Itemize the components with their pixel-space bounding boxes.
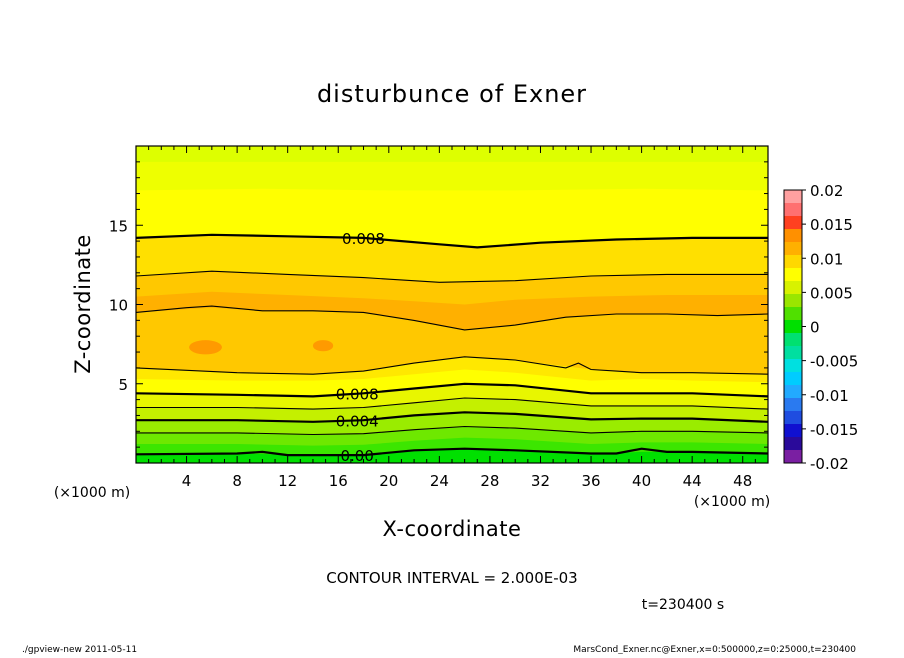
x-tick-label: 20 xyxy=(379,472,398,490)
contour-line-2 xyxy=(136,425,768,436)
contour-line-8 xyxy=(136,270,768,283)
x-tick-label: 28 xyxy=(480,472,499,490)
time-label: t=230400 s xyxy=(642,597,724,613)
x-tick-label: 32 xyxy=(531,472,550,490)
x-axis-title: X-coordinate xyxy=(383,517,522,541)
footer-left: ./gpview-new 2011-05-11 xyxy=(22,645,137,654)
colorbar-swatch xyxy=(784,359,802,372)
contour-interval-note: CONTOUR INTERVAL = 2.000E-03 xyxy=(326,569,577,587)
colorbar-swatch xyxy=(784,216,802,229)
colorbar-swatch xyxy=(784,190,802,203)
x-tick-label: 40 xyxy=(632,472,651,490)
y-axis-title: Z-coordinate xyxy=(71,234,95,374)
colorbar-label: 0.005 xyxy=(810,284,853,302)
contour-label-group: 0.008 xyxy=(342,230,385,248)
x-unit-label-left: (×1000 m) xyxy=(54,485,130,501)
contour-line-3 xyxy=(136,411,768,423)
y-tick-label: 10 xyxy=(109,297,128,315)
colorbar-label: 0 xyxy=(810,319,820,337)
colorbar-swatch xyxy=(784,385,802,398)
colorbar-swatch xyxy=(784,346,802,359)
y-tick-label: 15 xyxy=(109,217,128,235)
y-axis: 5 10 15 xyxy=(109,161,768,448)
contour-line-4 xyxy=(136,397,768,410)
colorbar-swatch xyxy=(784,424,802,437)
x-tick-label: 16 xyxy=(329,472,348,490)
y-tick-label: 5 xyxy=(118,376,128,394)
field-blob-2 xyxy=(312,340,334,352)
contour-label-group: 0.004 xyxy=(336,412,379,430)
plot-area: 0.00 0.004 0.008 0.008 xyxy=(135,145,769,465)
contour-line-9 xyxy=(136,233,768,249)
colorbar-swatch xyxy=(784,450,802,463)
x-tick-label: 4 xyxy=(182,472,192,490)
x-tick-label: 44 xyxy=(683,472,702,490)
field-blob-1 xyxy=(189,340,222,355)
colorbar-swatch xyxy=(784,411,802,424)
field-band-0 xyxy=(136,448,768,463)
x-tick-label: 36 xyxy=(581,472,600,490)
contour-line-1 xyxy=(136,447,768,457)
contour-line-6 xyxy=(136,356,768,375)
colorbar-swatch xyxy=(784,437,802,450)
x-tick-label: 8 xyxy=(232,472,242,490)
colorbar-label: 0.01 xyxy=(810,250,843,268)
colorbar-label: -0.02 xyxy=(810,455,849,473)
colorbar-swatch xyxy=(784,294,802,307)
x-axis: 4 8 12 16 20 24 28 32 36 40 44 48 xyxy=(148,146,756,490)
contour-label: 0.008 xyxy=(342,230,385,248)
colorbar-label: -0.015 xyxy=(810,421,858,439)
colorbar-swatch xyxy=(784,307,802,320)
chart-title: disturbunce of Exner xyxy=(317,80,587,108)
contour-label-group: 0.008 xyxy=(336,386,379,404)
colorbar-swatch xyxy=(784,281,802,294)
colorbar-label: 0.015 xyxy=(810,216,853,234)
footer-right: MarsCond_Exner.nc@Exner,x=0:500000,z=0:2… xyxy=(573,645,856,654)
contour-label-group: 0.00 xyxy=(340,447,373,465)
contour-label: 0.008 xyxy=(336,386,379,404)
colorbar-swatch xyxy=(784,255,802,268)
colorbar-swatch xyxy=(784,398,802,411)
contour-label: 0.00 xyxy=(340,447,373,465)
colorbar-label: 0.02 xyxy=(810,182,843,200)
colorbar: 0.02 0.015 0.01 0.005 0 -0.005 -0.01 -0.015 -0.0… xyxy=(783,182,858,473)
x-tick-label: 12 xyxy=(278,472,297,490)
colorbar-label: -0.005 xyxy=(810,353,858,371)
colorbar-swatch xyxy=(784,242,802,255)
contour-label: 0.004 xyxy=(336,412,379,430)
colorbar-swatch xyxy=(784,268,802,281)
colorbar-swatch xyxy=(784,229,802,242)
contour-line-7 xyxy=(136,305,768,331)
colorbar-label: -0.01 xyxy=(810,387,849,405)
x-unit-label-right: (×1000 m) xyxy=(694,494,770,510)
colorbar-swatch xyxy=(784,333,802,346)
colorbar-swatch xyxy=(784,320,802,333)
colorbar-swatch xyxy=(784,372,802,385)
x-tick-label: 48 xyxy=(733,472,752,490)
colorbar-swatch xyxy=(784,203,802,216)
contour-line-5 xyxy=(136,382,768,398)
x-tick-label: 24 xyxy=(430,472,449,490)
